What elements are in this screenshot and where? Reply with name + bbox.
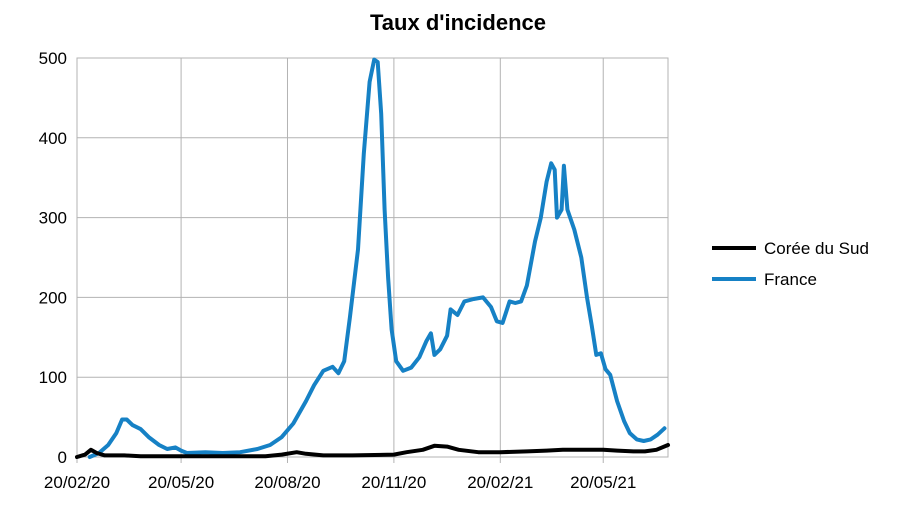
legend: Corée du Sud France — [712, 239, 869, 289]
chart-title: Taux d'incidence — [370, 10, 546, 35]
series-line-france — [87, 57, 667, 459]
y-tick-label: 100 — [39, 368, 67, 387]
y-tick-label: 0 — [58, 448, 67, 467]
y-tick-label: 200 — [39, 288, 67, 307]
x-tick-label: 20/05/20 — [148, 473, 214, 492]
x-tick-label: 20/08/20 — [254, 473, 320, 492]
series-line-coree-du-sud — [75, 443, 670, 459]
x-tick-label: 20/02/20 — [44, 473, 110, 492]
y-tick-label: 400 — [39, 129, 67, 148]
y-tick-label: 500 — [39, 49, 67, 68]
x-tick-label: 20/05/21 — [570, 473, 636, 492]
legend-label: France — [764, 270, 817, 289]
series-lines — [75, 57, 670, 459]
gridlines — [76, 57, 669, 463]
axes: 0 100 200 300 400 500 20/02/20 20/05/20 20/08/20… — [39, 49, 637, 492]
legend-label: Corée du Sud — [764, 239, 869, 258]
x-tick-label: 20/11/20 — [361, 473, 426, 492]
y-tick-label: 300 — [39, 209, 67, 228]
x-tick-label: 20/02/21 — [467, 473, 533, 492]
